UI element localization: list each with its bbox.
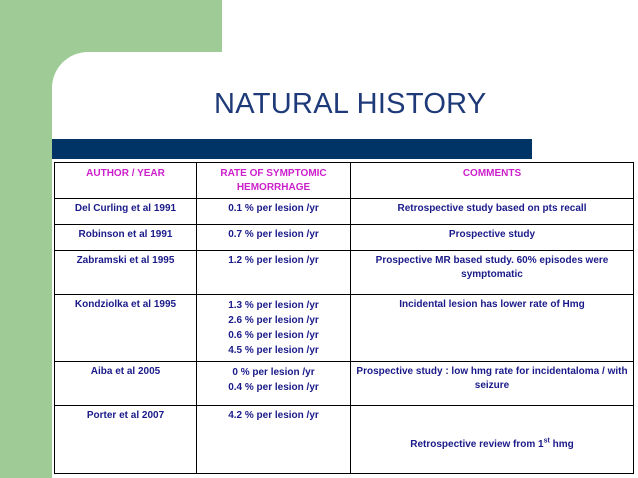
cell-comment: Prospective study [350, 224, 634, 251]
rate-line: 0.4 % per lesion /yr [228, 382, 319, 393]
cell-comment: Retrospective review from 1st hmg [350, 405, 634, 474]
table-row: Robinson et al 1991 0.7 % per lesion /yr… [54, 224, 634, 251]
title-divider-bar [52, 139, 532, 159]
cell-author: Robinson et al 1991 [54, 224, 197, 251]
cell-rate: 0 % per lesion /yr 0.4 % per lesion /yr [196, 361, 351, 406]
cell-rate: 4.2 % per lesion /yr [196, 405, 351, 474]
cell-rate: 1.2 % per lesion /yr [196, 250, 351, 295]
rate-line: 1.3 % per lesion /yr [228, 300, 319, 311]
cell-author: Porter et al 2007 [54, 405, 197, 474]
cell-author: Kondziolka et al 1995 [54, 294, 197, 362]
slide-title: NATURAL HISTORY [214, 88, 487, 120]
cell-comment: Prospective MR based study. 60% episodes… [350, 250, 634, 295]
ordinal-suffix: st [543, 437, 550, 445]
cell-author: Zabramski et al 1995 [54, 250, 197, 295]
header-author: AUTHOR / YEAR [54, 162, 197, 199]
cell-rate: 0.7 % per lesion /yr [196, 224, 351, 251]
table-row: Del Curling et al 1991 0.1 % per lesion … [54, 198, 634, 225]
cell-rate: 1.3 % per lesion /yr 2.6 % per lesion /y… [196, 294, 351, 362]
header-comments: COMMENTS [350, 162, 634, 199]
table-row: Zabramski et al 1995 1.2 % per lesion /y… [54, 250, 634, 295]
natural-history-table: AUTHOR / YEAR RATE OF SYMPTOMIC HEMORRHA… [54, 162, 634, 474]
cell-rate: 0.1 % per lesion /yr [196, 198, 351, 225]
comment-text-end: hmg [549, 439, 574, 450]
rate-line: 4.5 % per lesion /yr [228, 345, 319, 356]
cell-comment: Prospective study : low hmg rate for inc… [350, 361, 634, 406]
rate-line: 2.6 % per lesion /yr [228, 315, 319, 326]
table-row: Aiba et al 2005 0 % per lesion /yr 0.4 %… [54, 361, 634, 406]
table-header-row: AUTHOR / YEAR RATE OF SYMPTOMIC HEMORRHA… [54, 162, 634, 199]
table-row: Kondziolka et al 1995 1.3 % per lesion /… [54, 294, 634, 362]
rate-line: 0 % per lesion /yr [232, 367, 315, 378]
rate-line: 0.6 % per lesion /yr [228, 330, 319, 341]
cell-author: Del Curling et al 1991 [54, 198, 197, 225]
table-row: Porter et al 2007 4.2 % per lesion /yr R… [54, 405, 634, 474]
cell-comment: Retrospective study based on pts recall [350, 198, 634, 225]
comment-text: Retrospective review from 1 [410, 439, 544, 450]
header-rate: RATE OF SYMPTOMIC HEMORRHAGE [196, 162, 351, 199]
cell-comment: Incidental lesion has lower rate of Hmg [350, 294, 634, 362]
cell-author: Aiba et al 2005 [54, 361, 197, 406]
